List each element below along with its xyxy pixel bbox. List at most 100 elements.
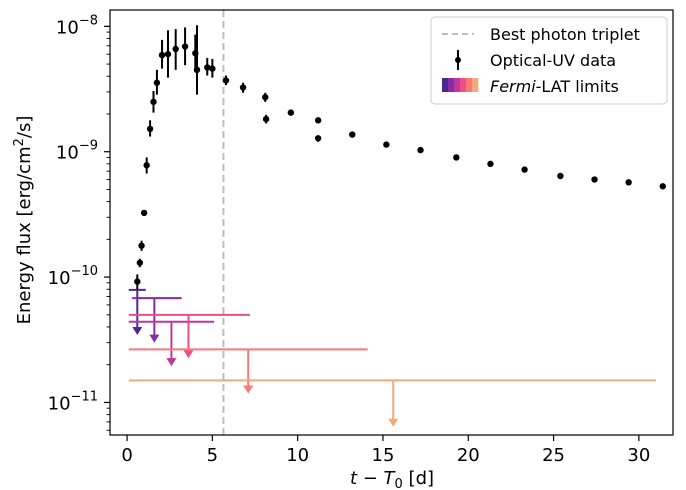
optical-marker bbox=[134, 278, 141, 285]
legend-optical-swatch bbox=[455, 50, 461, 70]
optical-marker bbox=[143, 162, 150, 169]
x-tick-label: 10 bbox=[286, 445, 309, 466]
optical-point bbox=[138, 240, 145, 251]
optical-point bbox=[625, 179, 632, 186]
optical-marker bbox=[287, 109, 295, 116]
optical-marker bbox=[417, 146, 424, 154]
optical-point bbox=[164, 30, 172, 78]
optical-point bbox=[140, 209, 148, 217]
optical-marker bbox=[153, 79, 161, 86]
optical-marker bbox=[138, 242, 145, 249]
optical-marker bbox=[625, 179, 632, 186]
optical-point bbox=[287, 109, 295, 116]
legend-fermi-rest: -LAT limits bbox=[536, 77, 619, 96]
y-tick-label: 10−8 bbox=[56, 13, 98, 38]
optical-marker bbox=[172, 45, 179, 53]
optical-marker bbox=[140, 209, 148, 217]
optical-point bbox=[239, 82, 247, 93]
fermi-limit bbox=[128, 348, 368, 394]
optical-marker bbox=[591, 176, 598, 183]
legend-fermi-color bbox=[442, 78, 449, 92]
legend-fermi-color bbox=[460, 78, 467, 92]
y-tick-label: 10−10 bbox=[48, 264, 98, 289]
optical-point bbox=[181, 27, 189, 66]
optical-marker bbox=[453, 154, 460, 161]
optical-point bbox=[150, 90, 157, 113]
optical-point bbox=[557, 172, 564, 180]
optical-marker bbox=[158, 51, 166, 59]
optical-point bbox=[172, 29, 179, 70]
optical-point bbox=[158, 39, 166, 69]
optical-marker bbox=[262, 115, 270, 123]
optical-point bbox=[659, 183, 666, 190]
fermi-limit bbox=[128, 288, 146, 336]
optical-marker bbox=[487, 160, 494, 168]
optical-marker bbox=[150, 98, 157, 106]
x-tick-label: 15 bbox=[372, 445, 395, 466]
optical-marker bbox=[314, 117, 322, 124]
optical-point bbox=[222, 75, 230, 86]
optical-marker bbox=[209, 65, 216, 72]
x-tick-label: 0 bbox=[121, 445, 132, 466]
x-tick-label: 25 bbox=[542, 445, 565, 466]
x-tick-label: 30 bbox=[627, 445, 650, 466]
optical-marker bbox=[314, 135, 322, 142]
legend-fermi-color bbox=[472, 78, 479, 92]
x-axis-label: t − T0 [d] bbox=[350, 468, 434, 490]
optical-point bbox=[453, 154, 460, 161]
fermi-limits-layer bbox=[128, 288, 656, 427]
plot-frame bbox=[109, 9, 674, 436]
optical-marker bbox=[146, 125, 154, 133]
fermi-limit bbox=[132, 297, 182, 343]
optical-marker bbox=[383, 141, 390, 148]
legend-fermi-color bbox=[454, 78, 461, 92]
optical-point bbox=[591, 176, 598, 183]
optical-point bbox=[262, 114, 270, 124]
optical-points-layer bbox=[134, 25, 666, 290]
y-axis-label: Energy flux [erg/cm2/s] bbox=[12, 116, 35, 325]
fermi-limit-arrowhead bbox=[183, 350, 194, 359]
optical-point bbox=[193, 25, 201, 95]
legend-fermi-color bbox=[466, 78, 473, 92]
optical-point bbox=[314, 117, 322, 124]
legend-box bbox=[430, 16, 668, 105]
axes: 0 5 10 15 20 25 30 10−11 10−10 10−9 10−8 bbox=[48, 9, 674, 466]
optical-marker bbox=[521, 166, 528, 173]
legend-triplet-label: Best photon triplet bbox=[490, 25, 640, 44]
optical-point bbox=[383, 141, 390, 148]
legend-fermi-color bbox=[448, 78, 455, 92]
optical-marker bbox=[164, 50, 172, 58]
optical-marker bbox=[181, 43, 189, 50]
optical-point bbox=[487, 160, 494, 168]
optical-point bbox=[143, 157, 150, 174]
optical-point bbox=[153, 69, 161, 95]
optical-point bbox=[134, 274, 141, 290]
optical-marker bbox=[222, 77, 230, 84]
fermi-limit-arrowhead bbox=[132, 327, 143, 336]
fermi-limit-arrowhead bbox=[166, 358, 177, 367]
optical-marker bbox=[204, 64, 211, 71]
legend-optical-label: Optical-UV data bbox=[490, 51, 616, 70]
optical-marker bbox=[239, 84, 247, 91]
optical-point bbox=[314, 135, 322, 142]
x-tick-label: 20 bbox=[457, 445, 480, 466]
optical-marker bbox=[557, 172, 564, 180]
fermi-limit-arrowhead bbox=[243, 385, 254, 394]
optical-marker bbox=[262, 94, 269, 101]
optical-point bbox=[209, 58, 216, 78]
fermi-limit-arrowhead bbox=[388, 418, 399, 427]
optical-point bbox=[349, 131, 356, 138]
optical-marker bbox=[349, 131, 356, 138]
fermi-limit bbox=[128, 313, 250, 359]
optical-marker bbox=[659, 183, 666, 190]
optical-point bbox=[136, 258, 144, 268]
legend-fermi-label: Fermi-LAT limits bbox=[490, 77, 619, 96]
optical-point bbox=[417, 146, 424, 154]
fermi-limit bbox=[128, 379, 656, 427]
optical-point bbox=[262, 92, 269, 102]
x-tick-label: 5 bbox=[207, 445, 218, 466]
optical-marker bbox=[193, 66, 201, 74]
fermi-limit-arrowhead bbox=[149, 334, 160, 343]
legend-fermi-swatch bbox=[442, 78, 479, 92]
